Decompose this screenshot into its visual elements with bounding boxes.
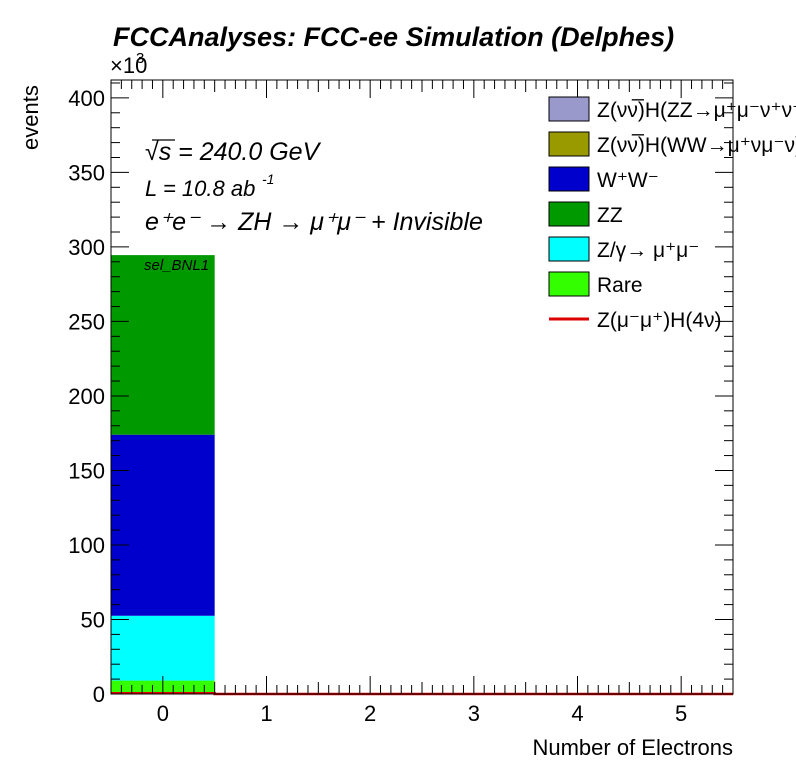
legend-swatch-z-h-ww-: [548, 131, 590, 157]
legend-swatch-zz: [548, 201, 590, 227]
legend-swatch-z-h-zz-: [548, 96, 590, 122]
y-multiplier: ×10: [110, 53, 147, 78]
x-tick-label: 4: [571, 701, 583, 726]
bar-zz-0: [111, 255, 215, 435]
x-tick-label: 1: [260, 701, 272, 726]
y-tick-label: 350: [68, 160, 105, 185]
y-tick-label: 200: [68, 384, 105, 409]
y-tick-label: 300: [68, 235, 105, 260]
annotation-selection: sel_BNL1: [144, 257, 209, 274]
legend-swatch-rare: [548, 271, 590, 297]
bar-z--0: [111, 615, 215, 681]
y-tick-label: 250: [68, 309, 105, 334]
legend-label-rare: Rare: [597, 274, 643, 297]
legend-swatch-z-: [548, 236, 590, 262]
annotation-lumi: L = 10.8 ab: [145, 176, 255, 201]
legend-label-z-h-ww-: Z(νν̅)H(WW→μ⁺νμ⁻ν): [597, 134, 796, 157]
chart-title: FCCAnalyses: FCC-ee Simulation (Delphes): [113, 22, 674, 52]
y-tick-label: 150: [68, 458, 105, 483]
legend-label-zz: ZZ: [597, 204, 623, 227]
x-tick-label: 2: [364, 701, 376, 726]
x-tick-label: 3: [468, 701, 480, 726]
x-axis-label: Number of Electrons: [532, 735, 733, 760]
y-tick-label: 400: [68, 86, 105, 111]
legend-label-z-h-zz-: Z(νν̅)H(ZZ→μ⁺μ⁻ν⁺ν⁻): [597, 99, 796, 122]
legend-label-w-w-: W⁺W⁻: [597, 169, 659, 192]
annotation-process: e⁺e⁻ → ZH → μ⁺μ⁻ + Invisible: [145, 208, 483, 236]
annotation-lumi-exp: -1: [262, 171, 274, 187]
legend-label-z-: Z/γ→ μ⁺μ⁻: [597, 239, 699, 262]
y-tick-label: 100: [68, 533, 105, 558]
x-tick-label: 5: [675, 701, 687, 726]
y-tick-label: 50: [81, 607, 105, 632]
legend-label-z-h-4-: Z(μ⁻μ⁺)H(4ν): [597, 309, 722, 332]
x-tick-label: 0: [157, 701, 169, 726]
y-axis-label: events: [18, 85, 43, 150]
y-tick-label: 0: [93, 682, 105, 707]
y-multiplier-exponent: 3: [136, 50, 144, 67]
bar-w-w--0: [111, 434, 215, 616]
annotation-energy: √s = 240.0 GeV: [145, 138, 322, 166]
legend-swatch-w-w-: [548, 166, 590, 192]
